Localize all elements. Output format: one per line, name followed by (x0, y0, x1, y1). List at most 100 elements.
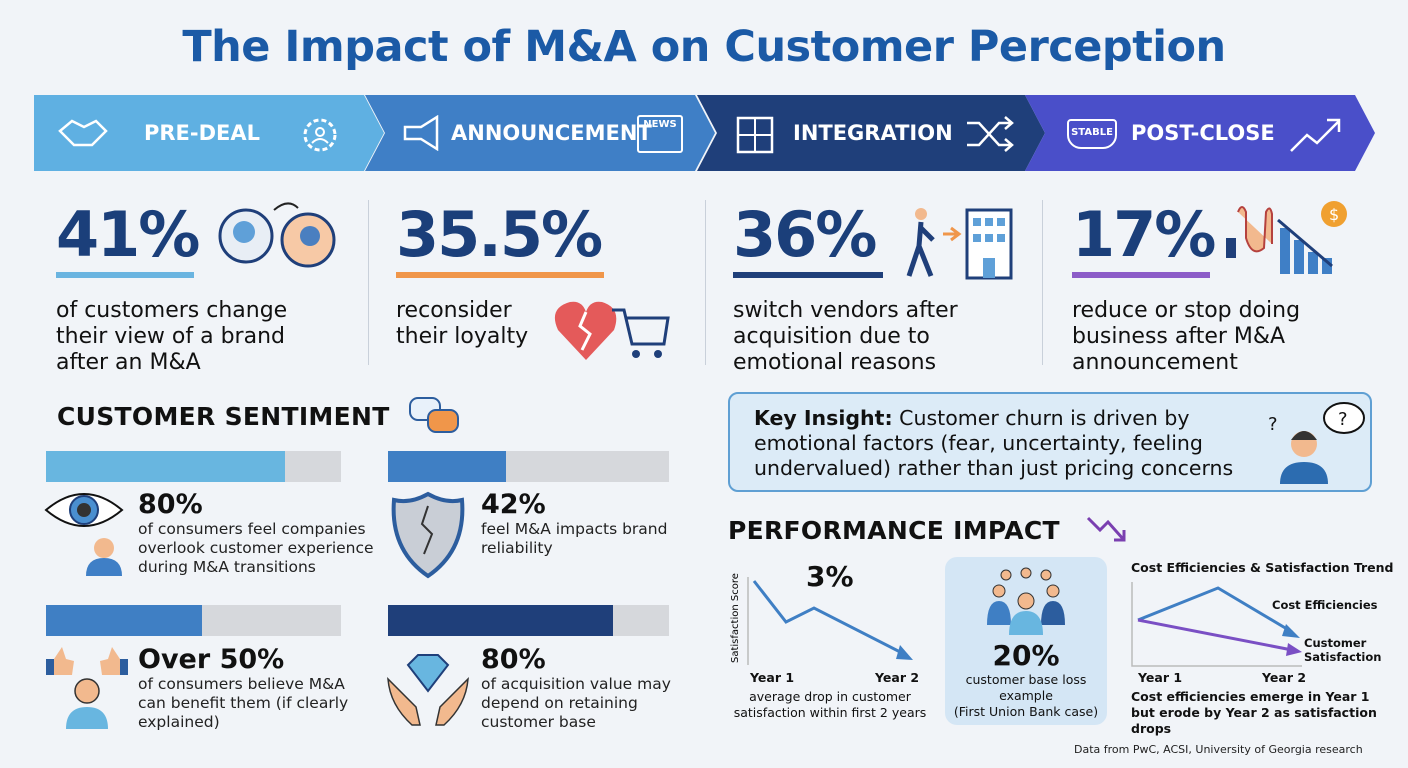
satisfaction-line (752, 580, 907, 657)
trend-desc: Cost efficiencies emerge in Year 1 but e… (1131, 689, 1377, 736)
svg-text:?: ? (1338, 409, 1348, 430)
stat-value: 41% (56, 198, 200, 271)
eye-person-icon (44, 493, 124, 576)
stat-post-close: 17% reduce or stop doing business after … (1072, 200, 1382, 376)
walk-to-building-icon (906, 208, 1013, 280)
megaphone-icon (403, 115, 439, 151)
stat-value: 36% (733, 198, 877, 271)
stat-desc: reconsider their loyalty (396, 298, 529, 349)
stable-shield-icon: STABLE (1067, 119, 1117, 149)
handshake-icon (58, 119, 108, 147)
progress-fill (388, 451, 507, 482)
confused-person-icon: ?? (1268, 402, 1365, 484)
sentiment-value: 42% (481, 489, 546, 520)
stage-announcement: ANNOUNCEMENT NEWS (365, 95, 715, 171)
drop-desc: average drop in customer satisfaction wi… (733, 689, 927, 720)
x-label-year2: Year 2 (1262, 670, 1307, 685)
stat-value: 35.5% (396, 198, 603, 271)
stage-post-close: STABLE POST-CLOSE (1025, 95, 1375, 171)
arrow-head (896, 645, 913, 660)
accent-bar (56, 272, 194, 278)
sentiment-heading: CUSTOMER SENTIMENT (57, 402, 390, 431)
stage-label: ANNOUNCEMENT (451, 121, 652, 145)
sentiment-progress-bar (388, 451, 669, 482)
stat-pre-deal: 41% of customers change their view of a … (56, 200, 366, 376)
satisfaction-drop-chart: Satisfaction Score (730, 573, 913, 665)
stage-label: POST-CLOSE (1131, 121, 1275, 145)
sentiment-desc: of consumers believe M&A can benefit the… (138, 675, 349, 731)
newspaper-icon: NEWS (637, 115, 683, 153)
progress-fill (46, 605, 203, 636)
sentiment-item: 42% feel M&A impacts brand reliability (481, 490, 671, 558)
stage-label: PRE-DEAL (144, 121, 261, 145)
source-note: Data from PwC, ACSI, University of Georg… (1074, 743, 1363, 756)
heads-change-icon (218, 202, 336, 268)
stat-desc: switch vendors after acquisition due to … (733, 298, 958, 375)
customer-satisfaction-line (1137, 618, 1293, 652)
legend-customer-satisfaction: Customer Satisfaction (1304, 636, 1382, 664)
insight-text: Customer churn is driven by emotional fa… (754, 406, 1234, 480)
stop-hand-declining-chart-icon: $ (1226, 201, 1347, 274)
progress-fill (388, 605, 613, 636)
legend-cost-efficiencies: Cost Efficiencies (1272, 598, 1378, 612)
trend-down-icon (1086, 516, 1126, 542)
broken-heart-cart-icon (554, 301, 670, 360)
divider (1042, 200, 1043, 365)
loss-desc: customer base loss example (965, 672, 1087, 703)
stat-desc: reduce or stop doing business after M&A … (1072, 298, 1301, 375)
stage-label: INTEGRATION (793, 121, 953, 145)
thumbs-up-person-icon (46, 647, 128, 729)
arrow-head (1282, 624, 1300, 638)
loss-note: (First Union Bank case) (953, 704, 1099, 719)
sentiment-progress-bar (46, 451, 341, 482)
drop-value: 3% (806, 560, 854, 593)
sentiment-item: Over 50% of consumers believe M&A can be… (138, 645, 368, 732)
svg-text:$: $ (1329, 205, 1339, 224)
performance-heading: PERFORMANCE IMPACT (728, 516, 1060, 545)
axes (747, 577, 749, 665)
insight-label: Key Insight: (754, 406, 893, 430)
accent-bar (1072, 272, 1210, 278)
shuffle-icon (967, 116, 1014, 152)
stage-pre-deal: PRE-DEAL (34, 95, 384, 171)
sentiment-value: 80% (138, 489, 203, 520)
x-label-year1: Year 1 (750, 670, 795, 685)
accent-bar (733, 272, 883, 278)
trend-up-icon (1290, 118, 1341, 152)
loss-value: 20% (992, 639, 1060, 672)
sentiment-desc: of consumers feel companies overlook cus… (138, 520, 374, 576)
arrow-head (1286, 643, 1302, 656)
sentiment-progress-bar (388, 605, 669, 636)
svg-text:?: ? (1268, 414, 1278, 435)
y-axis-label: Satisfaction Score (730, 573, 741, 663)
stat-integration: 36% switch vendors after acquisition due… (733, 200, 1043, 376)
stat-announcement: 35.5% reconsider their loyalty (396, 200, 706, 350)
x-label-year1: Year 1 (1138, 670, 1183, 685)
axes (1131, 582, 1302, 667)
key-insight-box: Key Insight: Customer churn is driven by… (728, 392, 1372, 492)
stat-value: 17% (1072, 198, 1216, 271)
accent-bar (396, 272, 604, 278)
sentiment-desc: feel M&A impacts brand reliability (481, 520, 668, 557)
x-label-year2: Year 2 (875, 670, 920, 685)
divider (705, 200, 706, 365)
crowd-icon (987, 567, 1065, 635)
chat-bubbles-icon (409, 397, 459, 433)
stage-integration: INTEGRATION (697, 95, 1045, 171)
sentiment-item: 80% of consumers feel companies overlook… (138, 490, 378, 577)
progress-fill (46, 451, 285, 482)
puzzle-icon (736, 116, 774, 154)
sentiment-desc: of acquisition value may depend on retai… (481, 675, 671, 731)
stat-desc: of customers change their view of a bran… (56, 298, 288, 375)
trend-chart (1131, 582, 1302, 667)
sentiment-progress-bar (46, 605, 341, 636)
diamond-hands-icon (387, 654, 469, 726)
gear-person-icon (303, 118, 337, 152)
sentiment-value: Over 50% (138, 644, 285, 675)
divider (368, 200, 369, 365)
cracked-shield-icon (391, 491, 465, 579)
page-title: The Impact of M&A on Customer Perception (182, 22, 1226, 72)
sentiment-item: 80% of acquisition value may depend on r… (481, 645, 681, 732)
sentiment-value: 80% (481, 644, 546, 675)
cost-efficiencies-line (1137, 586, 1293, 634)
